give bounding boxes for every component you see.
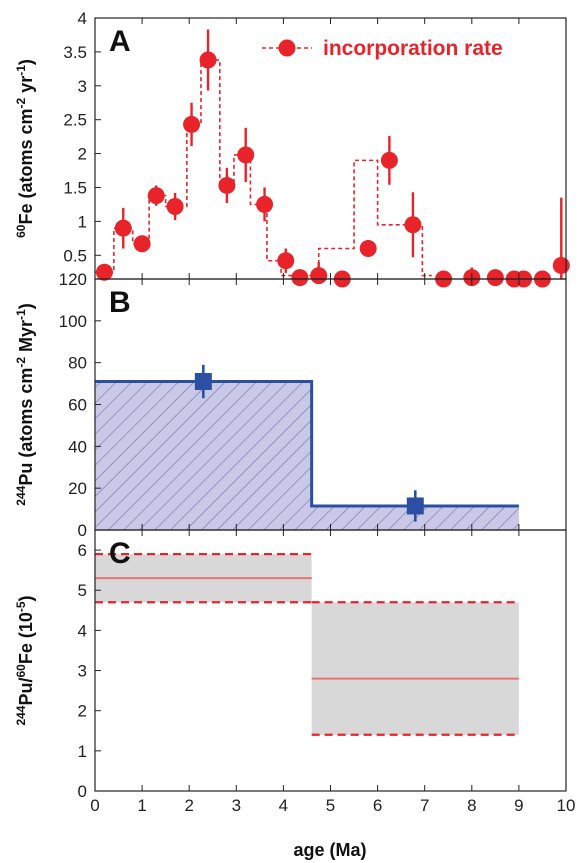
y-tick-label: 40 bbox=[68, 437, 87, 456]
y-tick-label: 6 bbox=[78, 541, 87, 560]
data-point bbox=[552, 256, 570, 274]
y-tick-label: 1.5 bbox=[63, 178, 87, 197]
y-tick-label: 4 bbox=[78, 621, 87, 640]
y-tick-label: 2 bbox=[78, 702, 87, 721]
y-tick-label: 0 bbox=[78, 521, 87, 540]
pu-hatched-area bbox=[95, 381, 519, 530]
x-tick-label: 4 bbox=[279, 796, 288, 815]
x-tick-label: 5 bbox=[326, 796, 335, 815]
data-point bbox=[199, 51, 217, 69]
data-point bbox=[194, 372, 212, 390]
x-tick-label: 2 bbox=[184, 796, 193, 815]
y-tick-label: 3 bbox=[78, 77, 87, 96]
data-point bbox=[237, 146, 255, 164]
y-tick-label: 60 bbox=[68, 396, 87, 415]
panel-A-y-axis-label: 60Fe (atoms cm-2 yr-1) bbox=[14, 59, 36, 238]
data-point bbox=[486, 269, 504, 287]
y-tick-label: 3.5 bbox=[63, 43, 87, 62]
data-point bbox=[183, 115, 201, 133]
data-point bbox=[406, 497, 424, 515]
x-tick-label: 10 bbox=[557, 796, 576, 815]
y-tick-label: 3 bbox=[78, 662, 87, 681]
x-tick-label: 6 bbox=[373, 796, 382, 815]
data-point bbox=[277, 252, 295, 270]
panel-letter-A: A bbox=[109, 25, 131, 58]
data-point bbox=[256, 195, 274, 213]
y-tick-label: 0 bbox=[78, 782, 87, 801]
y-tick-label: 0.5 bbox=[63, 246, 87, 265]
x-tick-label: 0 bbox=[90, 796, 99, 815]
data-point bbox=[114, 219, 132, 237]
data-point bbox=[291, 269, 309, 287]
y-tick-label: 120 bbox=[59, 270, 87, 289]
x-tick-label: 9 bbox=[514, 796, 523, 815]
data-point bbox=[380, 151, 398, 169]
x-axis-label: age (Ma) bbox=[293, 840, 366, 860]
ratio-band bbox=[311, 602, 519, 735]
data-point bbox=[359, 239, 377, 257]
y-tick-label: 80 bbox=[68, 354, 87, 373]
y-tick-label: 2 bbox=[78, 145, 87, 164]
panel-letter-C: C bbox=[109, 537, 131, 570]
x-tick-label: 7 bbox=[420, 796, 429, 815]
x-tick-label: 3 bbox=[232, 796, 241, 815]
panel-letter-B: B bbox=[109, 286, 131, 319]
data-point bbox=[147, 187, 165, 205]
y-tick-label: 1 bbox=[78, 212, 87, 231]
data-point bbox=[404, 216, 422, 234]
data-point bbox=[218, 176, 236, 194]
x-tick-label: 1 bbox=[137, 796, 146, 815]
legend-label: incorporation rate bbox=[323, 37, 503, 60]
data-point bbox=[133, 235, 151, 253]
y-tick-label: 5 bbox=[78, 581, 87, 600]
panel-C-y-axis-label: 244Pu/60Fe (10-5) bbox=[14, 595, 36, 725]
data-point bbox=[166, 197, 184, 215]
legend-marker bbox=[278, 39, 296, 57]
y-tick-label: 1 bbox=[78, 742, 87, 761]
y-tick-label: 100 bbox=[59, 312, 87, 331]
panel-B-y-axis-label: 244Pu (atoms cm-2 Myr-1) bbox=[14, 303, 36, 505]
y-tick-label: 2.5 bbox=[63, 111, 87, 130]
data-point bbox=[310, 267, 328, 285]
y-tick-label: 20 bbox=[68, 479, 87, 498]
y-tick-label: 4 bbox=[78, 9, 87, 28]
x-tick-label: 8 bbox=[467, 796, 476, 815]
data-point bbox=[95, 263, 113, 281]
